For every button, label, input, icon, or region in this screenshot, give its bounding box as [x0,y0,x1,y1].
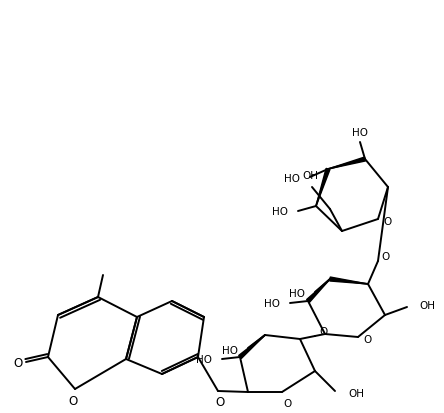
Text: HO: HO [352,128,368,138]
Text: O: O [284,398,292,408]
Text: O: O [215,396,225,408]
Text: O: O [13,357,23,370]
Text: O: O [384,216,392,226]
Text: HO: HO [272,206,288,216]
Text: HO: HO [289,288,305,298]
Text: O: O [382,252,390,261]
Polygon shape [330,278,368,284]
Polygon shape [316,169,330,206]
Polygon shape [328,158,365,170]
Text: OH: OH [348,388,364,398]
Polygon shape [307,279,330,303]
Text: OH: OH [419,300,435,310]
Text: O: O [319,326,327,336]
Text: OH: OH [302,171,318,180]
Text: HO: HO [222,345,238,355]
Text: HO: HO [196,354,212,364]
Polygon shape [239,335,265,358]
Text: HO: HO [284,173,300,183]
Text: O: O [68,394,78,408]
Text: O: O [364,334,372,344]
Text: HO: HO [264,298,280,308]
